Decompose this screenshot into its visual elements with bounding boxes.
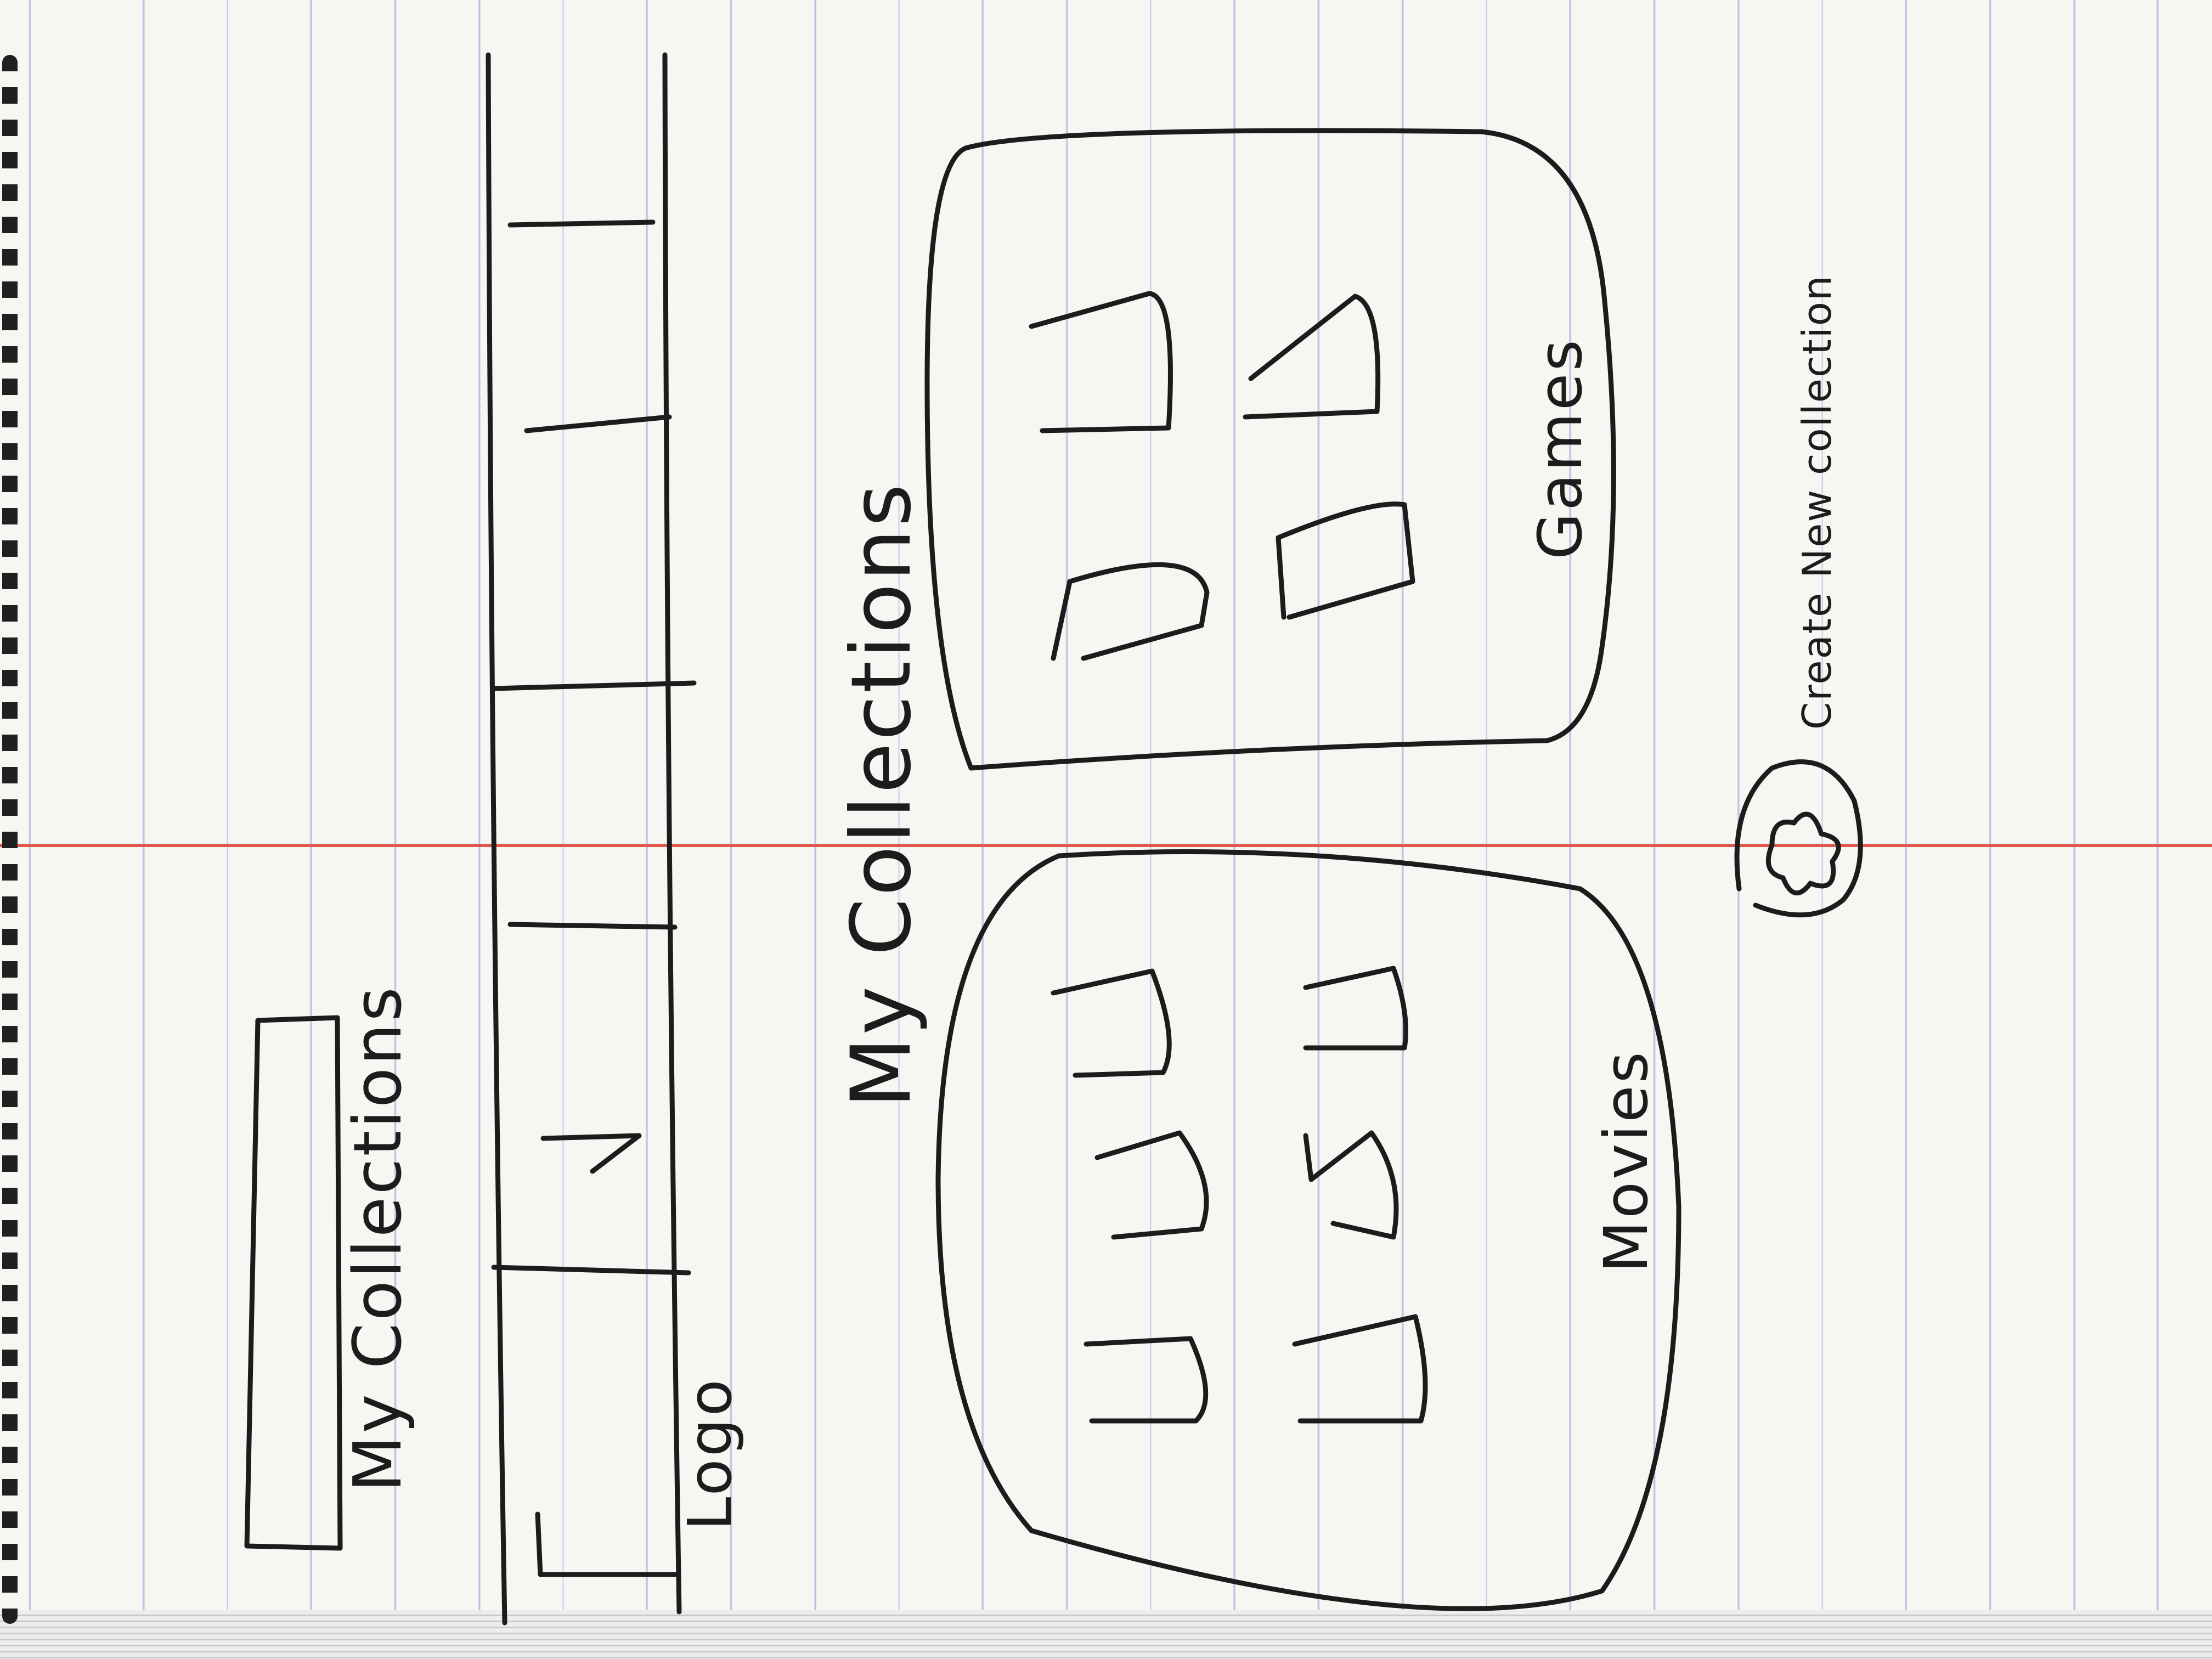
- page-title-box-label: My Collections: [340, 985, 416, 1492]
- nav-tab-divider: [507, 219, 656, 228]
- title-box: [244, 1015, 343, 1551]
- notebook-page-edges: [0, 1610, 2212, 1659]
- margin-line: [0, 844, 2212, 847]
- games-thumbnails: [1029, 291, 1415, 661]
- nav-tab-divider: [540, 1133, 642, 1174]
- plus-icon: [1765, 811, 1841, 896]
- thumbnail-icon: [1243, 294, 1381, 420]
- spiral-binding: [2, 55, 18, 1624]
- thumbnail-icon: [1276, 501, 1415, 620]
- nav-tabs[interactable]: [491, 219, 697, 1276]
- thumbnail-icon: [1292, 1314, 1428, 1424]
- nav-tab-divider: [491, 1265, 691, 1276]
- collection-label-games: Games: [1525, 337, 1595, 560]
- thumbnail-icon: [1051, 968, 1172, 1078]
- thumbnail-icon: [1051, 562, 1210, 661]
- nav-tab-divider: [491, 680, 697, 691]
- create-collection-button[interactable]: [1734, 759, 1863, 918]
- header-bar: [486, 52, 682, 1626]
- thumbnail-icon: [1303, 966, 1408, 1051]
- logo[interactable]: Logo: [675, 1377, 745, 1531]
- movies-thumbnails: [1051, 966, 1428, 1424]
- collection-label-movies: Movies: [1591, 1049, 1661, 1273]
- page-heading: My Collections: [834, 482, 929, 1108]
- thumbnail-icon: [1084, 1336, 1209, 1424]
- create-button-circle: [1734, 759, 1863, 918]
- nav-tab-divider: [524, 414, 672, 433]
- collection-card-movies[interactable]: [935, 849, 1681, 1611]
- collection-card-games[interactable]: [924, 128, 1616, 771]
- thumbnail-icon: [1029, 291, 1173, 433]
- notebook-page: [0, 0, 2212, 1624]
- nav-tab-divider: [507, 922, 678, 930]
- create-collection-label[interactable]: Create New collection: [1794, 274, 1840, 730]
- header-bar-bottom: [535, 1511, 680, 1577]
- thumbnail-icon: [1303, 1130, 1399, 1240]
- thumbnail-icon: [1094, 1130, 1209, 1240]
